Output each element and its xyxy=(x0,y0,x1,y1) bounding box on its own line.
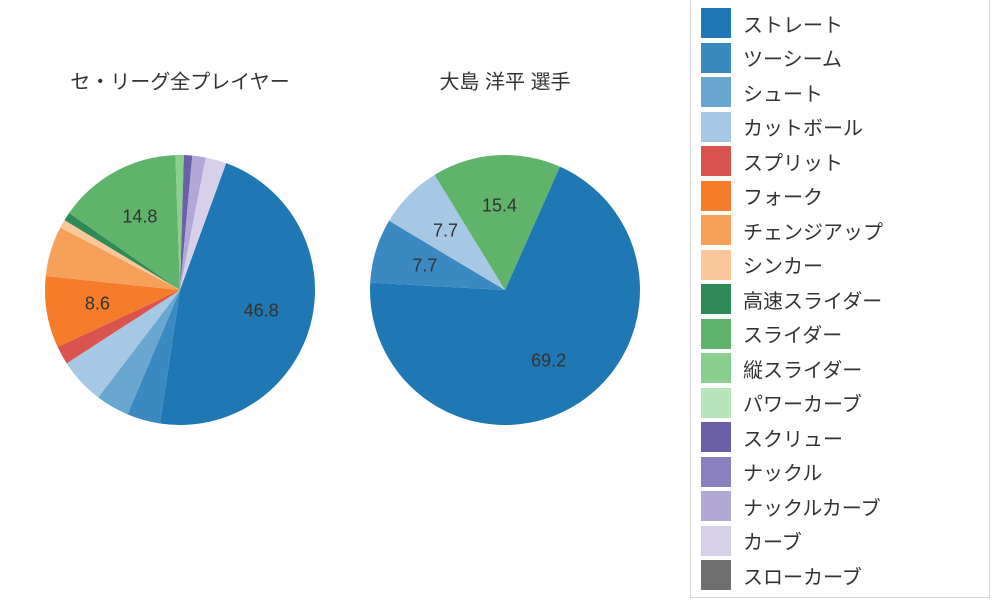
legend-swatch xyxy=(701,457,731,487)
legend-item: 高速スライダー xyxy=(701,282,979,317)
legend-item: カーブ xyxy=(701,524,979,559)
legend-label: スローカーブ xyxy=(743,561,862,590)
legend-item: ナックルカーブ xyxy=(701,489,979,524)
legend-item: ナックル xyxy=(701,455,979,490)
legend-swatch xyxy=(701,422,731,452)
legend-label: シュート xyxy=(743,78,823,107)
legend-swatch xyxy=(701,319,731,349)
legend-swatch xyxy=(701,284,731,314)
legend-swatch xyxy=(701,112,731,142)
legend-item: カットボール xyxy=(701,110,979,145)
legend-label: ナックルカーブ xyxy=(743,492,881,521)
legend-swatch xyxy=(701,215,731,245)
legend-item: スローカーブ xyxy=(701,558,979,593)
legend-label: パワーカーブ xyxy=(743,388,862,417)
legend-swatch xyxy=(701,388,731,418)
legend-swatch xyxy=(701,353,731,383)
legend-label: ツーシーム xyxy=(743,43,842,72)
legend-label: 高速スライダー xyxy=(743,285,882,314)
chart-area: セ・リーグ全プレイヤー46.88.614.8大島 洋平 選手69.27.77.7… xyxy=(0,0,680,600)
legend-label: チェンジアップ xyxy=(743,216,883,245)
legend-label: スプリット xyxy=(743,147,843,176)
legend-swatch xyxy=(701,77,731,107)
slice-label: 7.7 xyxy=(433,221,458,242)
legend-swatch xyxy=(701,43,731,73)
legend-item: スプリット xyxy=(701,144,979,179)
legend-swatch xyxy=(701,491,731,521)
legend-item: フォーク xyxy=(701,179,979,214)
slice-label: 7.7 xyxy=(412,255,437,276)
pie-player xyxy=(0,0,680,600)
legend-swatch xyxy=(701,181,731,211)
slice-label: 15.4 xyxy=(482,196,517,217)
legend-item: 縦スライダー xyxy=(701,351,979,386)
legend-label: スクリュー xyxy=(743,423,843,452)
legend-item: シンカー xyxy=(701,248,979,283)
legend-label: 縦スライダー xyxy=(743,354,862,383)
legend-swatch xyxy=(701,8,731,38)
legend-item: ツーシーム xyxy=(701,41,979,76)
legend-label: カットボール xyxy=(743,112,863,141)
legend-label: スライダー xyxy=(743,319,842,348)
legend-item: スクリュー xyxy=(701,420,979,455)
slice-label: 69.2 xyxy=(531,351,566,372)
legend-item: シュート xyxy=(701,75,979,110)
legend-swatch xyxy=(701,560,731,590)
legend-label: ナックル xyxy=(743,457,822,486)
legend-label: ストレート xyxy=(743,9,843,38)
legend-item: パワーカーブ xyxy=(701,386,979,421)
legend-label: カーブ xyxy=(743,526,802,555)
legend-item: ストレート xyxy=(701,6,979,41)
legend: ストレートツーシームシュートカットボールスプリットフォークチェンジアップシンカー… xyxy=(690,0,990,598)
legend-item: チェンジアップ xyxy=(701,213,979,248)
legend-swatch xyxy=(701,146,731,176)
legend-label: シンカー xyxy=(743,250,823,279)
legend-swatch xyxy=(701,250,731,280)
legend-swatch xyxy=(701,526,731,556)
legend-item: スライダー xyxy=(701,317,979,352)
legend-label: フォーク xyxy=(743,181,823,210)
